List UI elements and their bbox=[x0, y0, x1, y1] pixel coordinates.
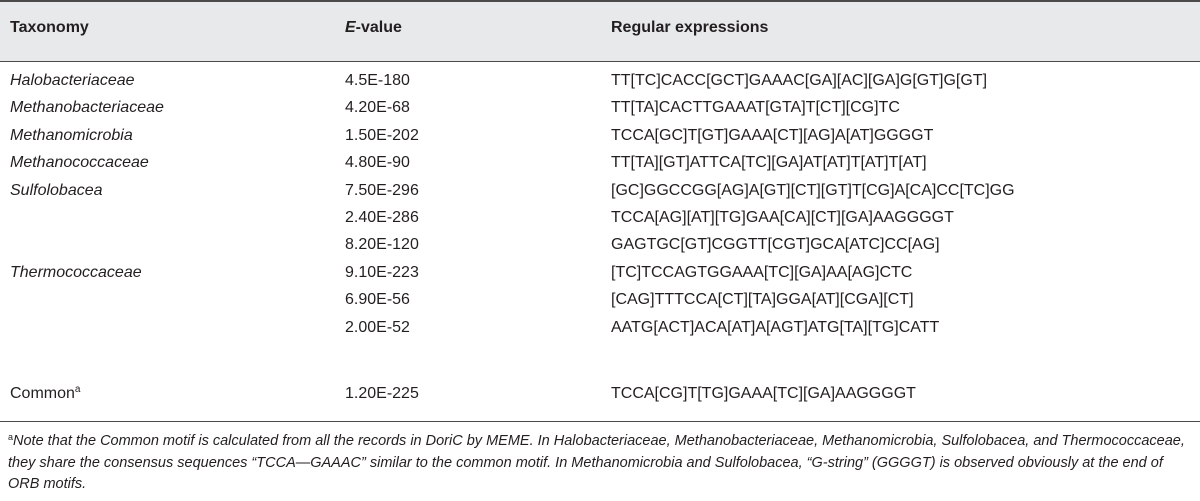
table-footnote: aNote that the Common motif is calculate… bbox=[8, 431, 1192, 496]
header-evalue-italic: E bbox=[345, 19, 356, 36]
table-row: Sulfolobacea 7.50E-296 [GC]GGCCGG[AG]A[GT]… bbox=[0, 181, 1200, 208]
cell-evalue: 7.50E-296 bbox=[345, 181, 419, 199]
cell-regex: TT[TA]CACTTGAAAT[GTA]T[CT][CG]TC bbox=[611, 99, 900, 117]
cell-evalue: 4.80E-90 bbox=[345, 154, 410, 172]
cell-evalue: 2.40E-286 bbox=[345, 209, 419, 226]
cell-evalue: 1.50E-202 bbox=[345, 126, 419, 144]
cell-regex: TT[TA][GT]ATTCA[TC][GA]AT[AT]T[AT]T[AT] bbox=[611, 154, 927, 172]
table-bottom-rule bbox=[0, 421, 1200, 422]
header-regex: Regular expressions bbox=[611, 19, 769, 36]
cell-taxonomy: Sulfolobacea bbox=[10, 181, 103, 199]
cell-evalue: 2.00E-52 bbox=[345, 318, 410, 336]
table-row: Methanococcaceae 4.80E-90 TT[TA][GT]ATTCA[… bbox=[0, 153, 1200, 180]
cell-regex: AATG[ACT]ACA[AT]A[AGT]ATG[TA][TG]CATT bbox=[611, 318, 940, 336]
cell-evalue: 9.10E-223 bbox=[345, 263, 419, 281]
cell-regex: GAGTGC[GT]CGGTT[CGT]GCA[ATC]CC[AG] bbox=[611, 236, 940, 254]
cell-regex: TCCA[AG][AT][TG]GAA[CA][CT][GA]AAGGGGT bbox=[611, 209, 954, 226]
cell-taxonomy: Methanobacteriaceae bbox=[10, 99, 164, 117]
cell-regex: TT[TC]CACC[GCT]GAAAC[GA][AC][GA]G[GT]G[G… bbox=[611, 72, 988, 89]
table-row: Methanomicrobia 1.50E-202 TCCA[GC]T[GT]GAA… bbox=[0, 126, 1200, 153]
cell-taxonomy: Thermococcaceae bbox=[10, 263, 142, 281]
cell-evalue: 4.20E-68 bbox=[345, 99, 410, 117]
cell-evalue: 6.90E-56 bbox=[345, 291, 410, 309]
table-row: 2.00E-52 AATG[ACT]ACA[AT]A[AGT]ATG[TA][TG… bbox=[0, 318, 1200, 345]
cell-evalue: 8.20E-120 bbox=[345, 236, 419, 254]
header-taxonomy: Taxonomy bbox=[10, 19, 89, 36]
cell-regex: TCCA[GC]T[GT]GAAA[CT][AG]A[AT]GGGGT bbox=[611, 126, 934, 144]
cell-evalue: 1.20E-225 bbox=[345, 385, 419, 402]
table-row: 8.20E-120 GAGTGC[GT]CGGTT[CGT]GCA[ATC]CC[… bbox=[0, 235, 1200, 262]
common-label: Common bbox=[10, 385, 75, 402]
footnote-marker: a bbox=[8, 432, 14, 442]
table-row: Thermococcaceae 9.10E-223 [TC]TCCAGTGGAAA[… bbox=[0, 263, 1200, 290]
table-row: 6.90E-56 [CAG]TTTCCA[CT][TA]GGA[AT][CGA][… bbox=[0, 290, 1200, 317]
cell-regex: [TC]TCCAGTGGAAA[TC][GA]AA[AG]CTC bbox=[611, 263, 913, 281]
table-row: 2.40E-286 TCCA[AG][AT][TG]GAA[CA][CT][GA]… bbox=[0, 208, 1200, 235]
table-header: Taxonomy E-value Regular expressions bbox=[0, 0, 1200, 62]
cell-regex: [CAG]TTTCCA[CT][TA]GGA[AT][CGA][CT] bbox=[611, 291, 914, 309]
footnote-text: Note that the Common motif is calculated… bbox=[8, 433, 1185, 492]
cell-regex: [GC]GGCCGG[AG]A[GT][CT][GT]T[CG]A[CA]CC[… bbox=[611, 181, 1015, 199]
cell-taxonomy: Methanomicrobia bbox=[10, 126, 133, 144]
cell-evalue: 4.5E-180 bbox=[345, 72, 410, 89]
cell-regex: TCCA[CG]T[TG]GAAA[TC][GA]AAGGGGT bbox=[611, 385, 916, 402]
table-row: Methanobacteriaceae 4.20E-68 TT[TA]CACTTGA… bbox=[0, 98, 1200, 125]
cell-taxonomy: Commona bbox=[10, 384, 80, 404]
header-evalue: E-value bbox=[345, 19, 402, 37]
table-row-common: Commona 1.20E-225 TCCA[CG]T[TG]GAAA[TC][… bbox=[0, 384, 1200, 411]
header-evalue-rest: -value bbox=[355, 19, 402, 36]
common-footnote-marker: a bbox=[74, 384, 81, 395]
cell-taxonomy: Halobacteriaceae bbox=[10, 72, 135, 89]
table-row: Halobacteriaceae 4.5E-180 TT[TC]CACC[GCT]G… bbox=[0, 71, 1200, 98]
cell-taxonomy: Methanococcaceae bbox=[10, 154, 149, 172]
